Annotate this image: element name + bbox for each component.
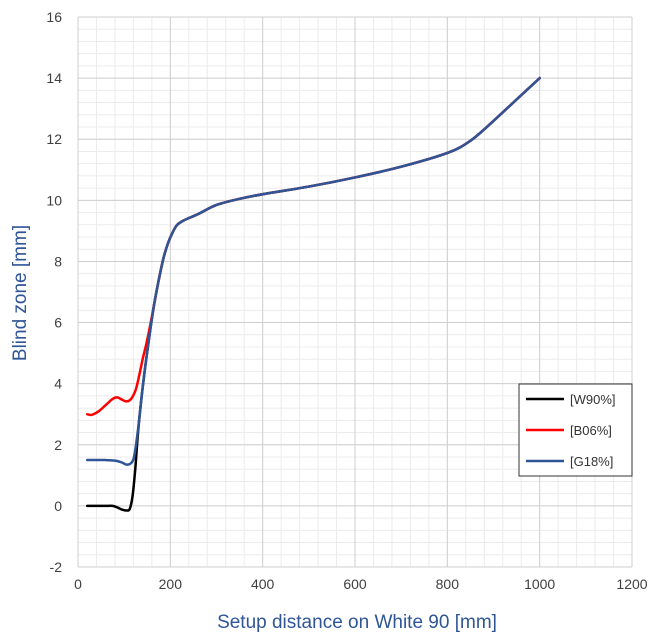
grid — [77, 16, 633, 568]
y-tick-label: 16 — [46, 9, 62, 25]
y-axis-title: Blind zone [mm] — [10, 225, 31, 361]
y-tick-label: 10 — [46, 192, 62, 208]
y-tick-label: 4 — [54, 376, 62, 392]
x-tick-label: 200 — [159, 576, 183, 592]
x-tick-label: 600 — [343, 576, 367, 592]
y-tick-label: 0 — [54, 498, 62, 514]
y-tick-label: 12 — [46, 131, 62, 147]
y-tick-label: 6 — [54, 315, 62, 331]
legend-label-g18: [G18%] — [570, 454, 613, 469]
x-tick-label: 1200 — [616, 576, 647, 592]
series-lines — [85, 76, 541, 512]
legend: [W90%] [B06%] [G18%] — [518, 383, 633, 477]
x-tick-label: 0 — [74, 576, 82, 592]
x-tick-label: 1000 — [524, 576, 555, 592]
legend-label-b06: [B06%] — [570, 423, 612, 438]
x-tick-label: 400 — [251, 576, 275, 592]
y-tick-label: 14 — [46, 70, 62, 86]
x-axis-title: Setup distance on White 90 [mm] — [217, 612, 497, 633]
legend-label-w90: [W90%] — [570, 392, 616, 407]
y-tick-label: 2 — [54, 437, 62, 453]
y-tick-label: 8 — [54, 253, 62, 269]
y-tick-label: -2 — [50, 559, 63, 575]
tick-labels: 0 200 400 600 800 1000 1200 -2 0 2 4 6 8 10 12 14 16 — [46, 9, 647, 592]
series-line-g18 — [85, 76, 541, 466]
x-tick-label: 800 — [436, 576, 460, 592]
